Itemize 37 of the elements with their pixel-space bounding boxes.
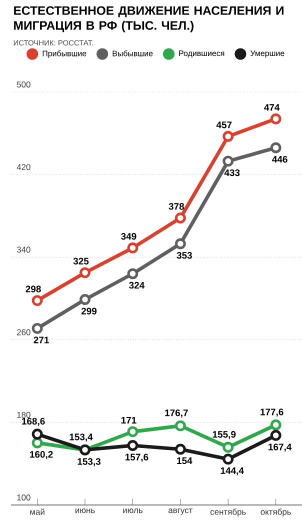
data-label: 168,6 xyxy=(22,418,45,426)
data-label: 299 xyxy=(81,308,97,314)
data-label: 160,2 xyxy=(30,451,53,460)
data-label: 157,6 xyxy=(125,454,148,462)
data-label: 457 xyxy=(216,122,232,128)
data-label: 144,4 xyxy=(220,467,244,476)
data-label: 474 xyxy=(264,104,280,111)
data-label: 433 xyxy=(224,169,240,176)
data-label: 153,4 xyxy=(70,434,93,442)
y-tick-label: 340 xyxy=(16,246,30,253)
y-tick-label: 420 xyxy=(16,164,30,170)
x-tick-label: июнь xyxy=(75,508,95,514)
data-label: 154 xyxy=(177,457,192,464)
data-label: 353 xyxy=(176,252,192,259)
x-tick-label: сентябрь xyxy=(210,508,246,516)
x-tick-label: октябрь xyxy=(260,508,291,516)
y-tick-label: 180 xyxy=(17,412,30,418)
y-tick-label: 500 xyxy=(16,81,30,88)
x-tick-label: июль xyxy=(123,508,142,514)
data-label: 325 xyxy=(73,258,89,264)
data-label: 349 xyxy=(121,232,136,240)
x-tick-label: май xyxy=(30,508,44,515)
data-label: 155,9 xyxy=(212,431,236,440)
y-tick-label: 100 xyxy=(17,494,30,500)
y-tick-label: 260 xyxy=(16,329,30,336)
data-label: 271 xyxy=(34,336,49,344)
data-label: 153,3 xyxy=(78,458,100,466)
data-label: 167,4 xyxy=(268,444,292,452)
x-tick-label: август xyxy=(168,508,193,515)
data-label: 176,7 xyxy=(165,410,188,418)
data-label: 171 xyxy=(121,416,136,424)
data-label: 446 xyxy=(272,156,288,163)
data-label: 324 xyxy=(129,282,145,289)
data-label: 298 xyxy=(26,286,41,292)
chart-title: ЕСТЕСТВЕННОЕ ДВИЖЕНИЕ НАСЕЛЕНИЯ И МИГРАЦИЯ В РФ (ТЫС. ЧЕЛ.) xyxy=(14,6,284,32)
data-label: 378 xyxy=(168,203,184,210)
data-label: 177,6 xyxy=(260,408,284,417)
